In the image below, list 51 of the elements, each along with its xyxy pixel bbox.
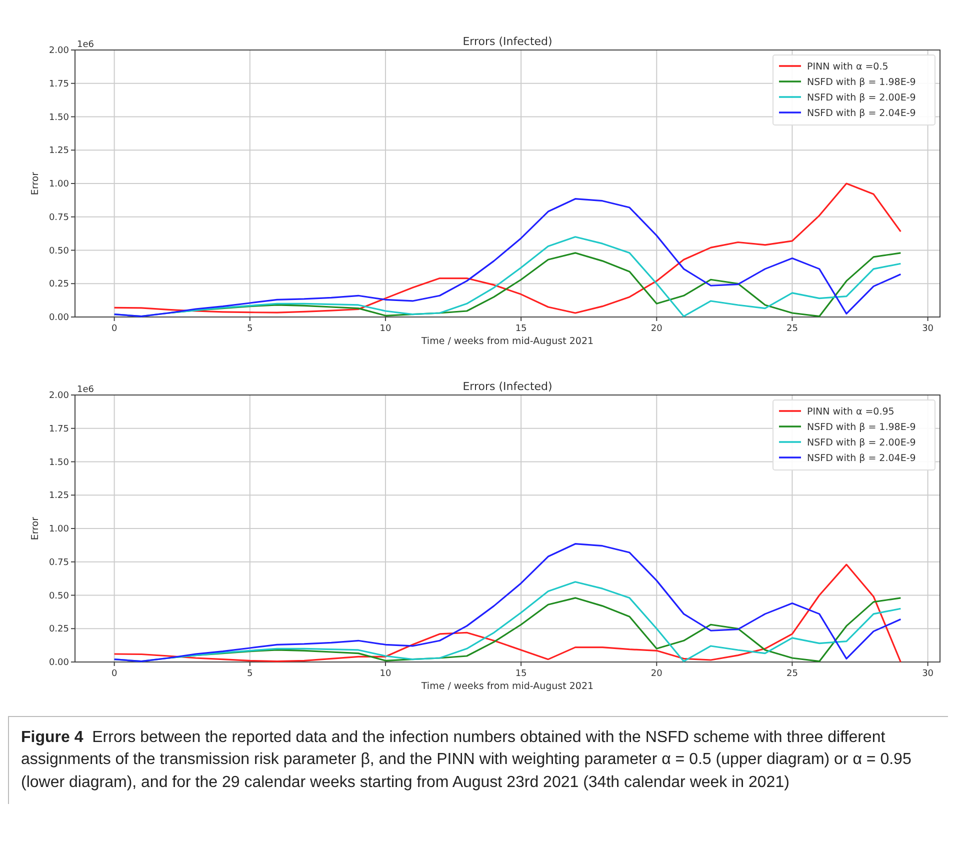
x-tick-label: 20: [650, 324, 663, 334]
y-tick-label: 0.25: [48, 280, 69, 290]
y-tick-label: 2.00: [48, 46, 70, 56]
annotation: 1e6: [77, 40, 94, 50]
x-tick-label: 10: [380, 324, 392, 334]
legend-label: PINN with α =0.5: [807, 62, 888, 72]
x-tick-label: 30: [922, 669, 934, 679]
line-series: [114, 564, 902, 663]
y-tick-label: 1.50: [48, 458, 70, 468]
y-tick-label: 1.25: [48, 491, 69, 502]
x-axis-title: Time / weeks from mid-August 2021: [420, 681, 594, 692]
y-axis-title: Error: [30, 516, 41, 540]
y-tick-label: 1.75: [48, 424, 69, 434]
y-tick-label: 0.00: [48, 658, 70, 668]
y-tick-label: 0.25: [48, 624, 69, 635]
x-tick-label: 15: [515, 324, 527, 334]
y-tick-label: 1.00: [48, 524, 70, 534]
legend-label: NSFD with β = 1.98E-9: [807, 77, 916, 88]
x-tick-label: 30: [922, 324, 934, 334]
y-tick-label: 0.75: [48, 558, 69, 568]
y-tick-label: 1.75: [48, 79, 69, 90]
legend-label: NSFD with β = 2.00E-9: [807, 92, 916, 104]
x-tick-label: 25: [786, 324, 798, 334]
y-axis-title: Error: [30, 172, 41, 196]
legend-label: NSFD with β = 2.04E-9: [807, 453, 916, 464]
legend-label: NSFD with β = 2.00E-9: [807, 438, 916, 448]
chart-title: Errors (Infected): [462, 35, 552, 48]
y-tick-label: 0.50: [48, 591, 70, 602]
legend-label: NSFD with β = 1.98E-9: [807, 422, 916, 433]
x-tick-label: 15: [515, 669, 527, 679]
y-tick-label: 1.25: [48, 146, 69, 156]
y-tick-label: 1.50: [48, 112, 70, 123]
x-tick-label: 25: [786, 669, 798, 679]
y-tick-label: 0.50: [48, 246, 70, 256]
y-tick-label: 2.00: [48, 391, 70, 401]
caption: Figure 4 Errors between the reported data and the infection numbers obtained with the NSFD scheme with three different assignments of the transmission risk parameter β, and the PINN with weighting parameter α = 0.5 (upper diagram) or α = 0.95 (lower diagram), and for the 29 calendar weeks starting from August 23rd 2021 (34th calendar week in 2021): [8, 716, 948, 804]
line-series: [114, 543, 902, 662]
x-tick-label: 5: [247, 669, 253, 679]
legend-label: PINN with α =0.95: [807, 406, 894, 418]
x-tick-label: 0: [111, 669, 118, 679]
x-tick-label: 10: [380, 669, 392, 679]
x-axis-title: Time / weeks from mid-August 2021: [420, 336, 594, 347]
chart-title: Errors (Infected): [462, 380, 552, 393]
x-tick-label: 0: [111, 324, 118, 334]
y-tick-label: 0.00: [48, 313, 70, 323]
y-tick-label: 0.75: [48, 212, 69, 223]
y-tick-label: 1.00: [48, 180, 70, 190]
x-tick-label: 20: [650, 669, 663, 679]
x-tick-label: 5: [247, 324, 253, 334]
legend-label: NSFD with β = 2.04E-9: [807, 108, 916, 119]
annotation: 1e6: [77, 385, 94, 395]
